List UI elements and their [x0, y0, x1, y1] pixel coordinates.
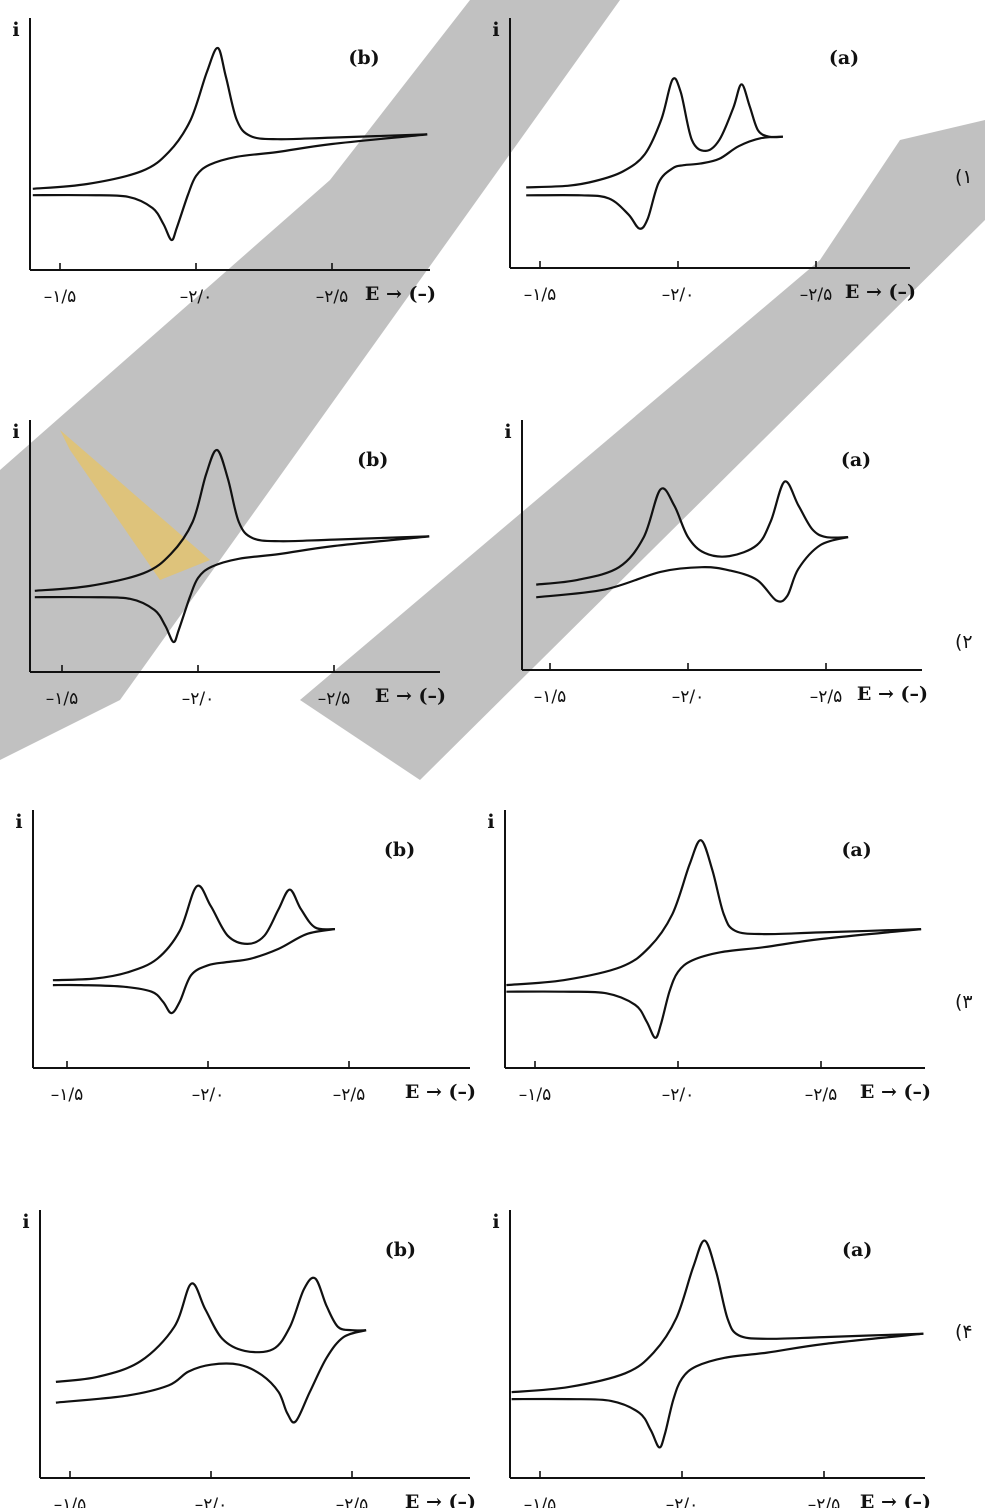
panel-label: (a): [841, 839, 871, 861]
chart-panel: –۱/۵ –۲/۰ –۲/۵ i E → (–) (b): [12, 18, 436, 307]
x-tick-label: –۲/۰: [662, 1085, 695, 1105]
chart-panel: –۱/۵ –۲/۰ –۲/۵ i E → (–) (a): [504, 420, 928, 707]
y-axis-label: i: [492, 19, 499, 41]
x-tick-label: –۲/۰: [672, 687, 705, 707]
x-axis-label: E → (–): [860, 1491, 931, 1508]
x-tick-label: –۱/۵: [51, 1085, 84, 1105]
chart-panel: –۱/۵ –۲/۰ –۲/۵ i E → (–) (b): [22, 1210, 476, 1508]
option-group: (۳ –۱/۵ –۲/۰ –۲/۵ i E → (–) (a) –۱/۵ –۲/۰ –۲/۵ i E …: [15, 810, 973, 1105]
x-tick-label: –۱/۵: [534, 687, 567, 707]
option-label: (۴: [955, 1321, 973, 1343]
voltammogram-curve: [55, 1276, 367, 1383]
panel-label: (a): [842, 1239, 872, 1261]
voltammogram-curve: [536, 480, 849, 586]
voltammogram-curve: [511, 1332, 924, 1449]
voltammogram-curve: [34, 535, 430, 644]
x-axis-label: E → (–): [860, 1081, 931, 1103]
chart-panel: –۱/۵ –۲/۰ –۲/۵ i E → (–) (a): [487, 810, 931, 1105]
voltammogram-curve: [32, 133, 428, 242]
x-tick-label: –۲/۰: [662, 285, 695, 305]
panel-label: (b): [384, 839, 415, 861]
panel-label: (b): [357, 449, 388, 471]
y-axis-label: i: [15, 811, 22, 833]
x-tick-label: –۱/۵: [44, 287, 77, 307]
y-axis-label: i: [504, 421, 511, 443]
x-tick-label: –۲/۰: [666, 1495, 699, 1508]
x-tick-label: –۱/۵: [524, 285, 557, 305]
x-tick-label: –۲/۵: [333, 1085, 366, 1105]
y-axis-label: i: [487, 811, 494, 833]
voltammogram-curve: [536, 536, 849, 603]
x-tick-label: –۲/۵: [805, 1085, 838, 1105]
x-axis-label: E → (–): [857, 683, 928, 705]
x-tick-label: –۲/۰: [180, 287, 213, 307]
x-axis-label: E → (–): [405, 1081, 476, 1103]
x-tick-label: –۲/۵: [800, 285, 833, 305]
x-tick-label: –۲/۰: [182, 689, 215, 709]
voltammogram-curve: [526, 77, 783, 189]
y-axis-label: i: [492, 1211, 499, 1233]
x-tick-label: –۲/۵: [810, 687, 843, 707]
watermark-band-2: [300, 120, 985, 780]
watermark-accent: [60, 430, 210, 580]
x-tick-label: –۲/۵: [336, 1495, 369, 1508]
voltammogram-curve: [52, 928, 336, 1015]
voltammogram-curve: [55, 1329, 367, 1424]
x-axis-label: E → (–): [405, 1491, 476, 1508]
chart-panel: –۱/۵ –۲/۰ –۲/۵ i E → (–) (a): [492, 18, 916, 305]
voltammogram-curve: [506, 839, 922, 987]
chart-panel: –۱/۵ –۲/۰ –۲/۵ i E → (–) (b): [15, 810, 476, 1105]
x-axis-label: E → (–): [375, 685, 446, 707]
x-tick-label: –۱/۵: [54, 1495, 87, 1508]
x-axis-label: E → (–): [365, 283, 436, 305]
panel-label: (a): [841, 449, 871, 471]
voltammogram-curve: [511, 1239, 924, 1394]
x-axis-label: E → (–): [845, 281, 916, 303]
x-tick-label: –۱/۵: [524, 1495, 557, 1508]
voltammogram-curve: [32, 46, 428, 190]
panel-label: (a): [829, 47, 859, 69]
option-label: (۲: [955, 631, 973, 653]
x-tick-label: –۲/۵: [318, 689, 351, 709]
y-axis-label: i: [12, 421, 19, 443]
option-group: (۲ –۱/۵ –۲/۰ –۲/۵ i E → (–) (a) –۱/۵ –۲/۰ –۲/۵ i E …: [12, 420, 973, 709]
x-tick-label: –۲/۵: [316, 287, 349, 307]
voltammogram-curve: [526, 135, 783, 230]
panel-label: (b): [385, 1239, 416, 1261]
y-axis-label: i: [12, 19, 19, 41]
x-tick-label: –۲/۰: [195, 1495, 228, 1508]
chart-panel: –۱/۵ –۲/۰ –۲/۵ i E → (–) (b): [12, 420, 446, 709]
charts-layer: (۱ –۱/۵ –۲/۰ –۲/۵ i E → (–) (a) –۱/۵ –۲/۰ –۲/۵ i E …: [12, 18, 973, 1508]
x-tick-label: –۱/۵: [519, 1085, 552, 1105]
x-tick-label: –۲/۵: [808, 1495, 841, 1508]
y-axis-label: i: [22, 1211, 29, 1233]
option-group: (۴ –۱/۵ –۲/۰ –۲/۵ i E → (–) (a) –۱/۵ –۲/۰ –۲/۵ i E …: [22, 1210, 973, 1508]
voltammogram-curve: [506, 928, 922, 1039]
watermark-layer: [0, 0, 985, 780]
voltammogram-curve: [34, 448, 430, 592]
chart-panel: –۱/۵ –۲/۰ –۲/۵ i E → (–) (a): [492, 1210, 931, 1508]
x-tick-label: –۱/۵: [46, 689, 79, 709]
option-label: (۱: [955, 166, 973, 188]
x-tick-label: –۲/۰: [192, 1085, 225, 1105]
option-label: (۳: [955, 991, 973, 1013]
panel-label: (b): [348, 47, 379, 69]
voltammogram-curve: [52, 884, 335, 982]
option-group: (۱ –۱/۵ –۲/۰ –۲/۵ i E → (–) (a) –۱/۵ –۲/۰ –۲/۵ i E …: [12, 18, 973, 307]
